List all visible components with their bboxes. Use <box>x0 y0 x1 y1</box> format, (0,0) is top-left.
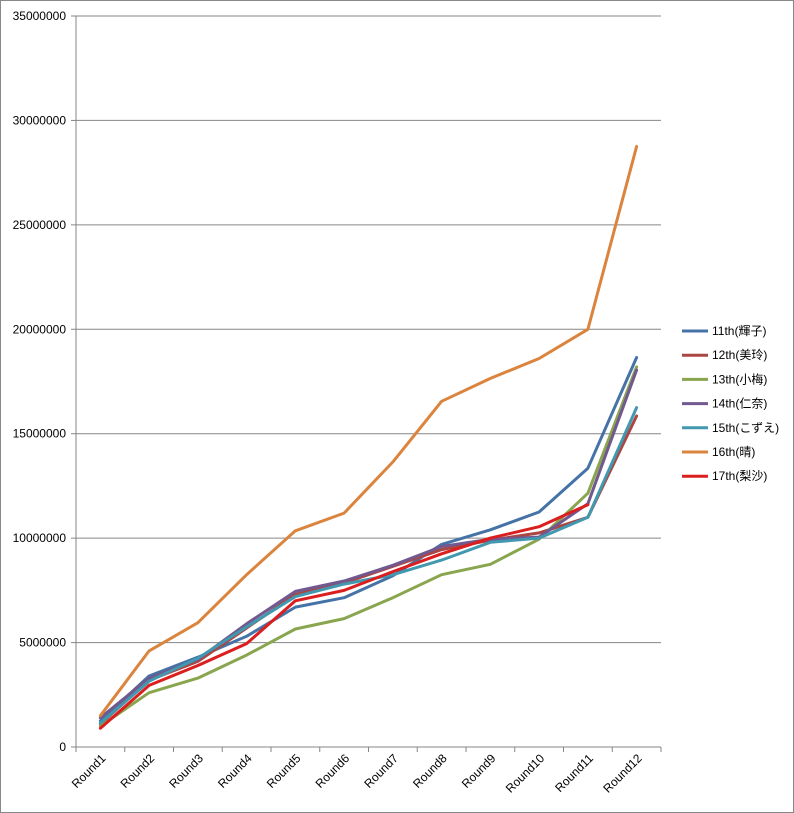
series-line <box>98 503 590 730</box>
series-lines <box>98 145 639 730</box>
y-tick-label: 35000000 <box>13 9 67 23</box>
y-tick-label: 0 <box>59 740 66 754</box>
x-tick-label: Round12 <box>600 751 645 796</box>
x-tick-label: Round8 <box>410 751 450 791</box>
y-tick-label: 5000000 <box>19 636 66 650</box>
legend-label: 14th(仁奈) <box>712 397 767 411</box>
legend-label: 15th(こずえ) <box>712 421 779 435</box>
x-tick-label: Round2 <box>118 751 158 791</box>
series-line <box>98 145 639 718</box>
x-tick-label: Round6 <box>313 751 353 791</box>
x-tick-label: Round5 <box>264 751 304 791</box>
y-tick-label: 15000000 <box>13 427 67 441</box>
legend-label: 16th(晴) <box>712 445 755 459</box>
legend-label: 12th(美玲) <box>712 348 767 362</box>
axes <box>71 15 662 752</box>
legend-label: 11th(輝子) <box>712 324 766 338</box>
x-tick-label: Round7 <box>361 751 401 791</box>
legend-label: 13th(小梅) <box>712 371 767 386</box>
legend-label: 17th(梨沙) <box>712 469 767 483</box>
x-tick-label: Round4 <box>215 751 255 791</box>
x-tick-label: Round3 <box>166 751 206 791</box>
series-line <box>98 406 639 725</box>
x-tick-label: Round10 <box>503 751 548 796</box>
y-tick-label: 30000000 <box>13 113 67 127</box>
y-tick-labels: 0 5000000 10000000 15000000 20000000 25000000… <box>13 9 67 754</box>
gridlines <box>76 15 661 644</box>
x-tick-label: Round9 <box>459 751 499 791</box>
x-tick-label: Round11 <box>552 751 596 795</box>
series-line <box>98 414 639 726</box>
x-tick-labels: Round1 Round2 Round3 Round4 Round5 Round6 Roun… <box>69 751 645 796</box>
x-tick-label: Round1 <box>69 751 109 791</box>
y-tick-label: 20000000 <box>13 322 67 336</box>
y-tick-label: 10000000 <box>13 531 67 545</box>
series-line <box>98 356 639 723</box>
legend: 11th(輝子) 12th(美玲) 13th(小梅) 14th(仁奈) 15th(こずえ… <box>682 324 779 483</box>
y-tick-label: 25000000 <box>13 218 67 232</box>
